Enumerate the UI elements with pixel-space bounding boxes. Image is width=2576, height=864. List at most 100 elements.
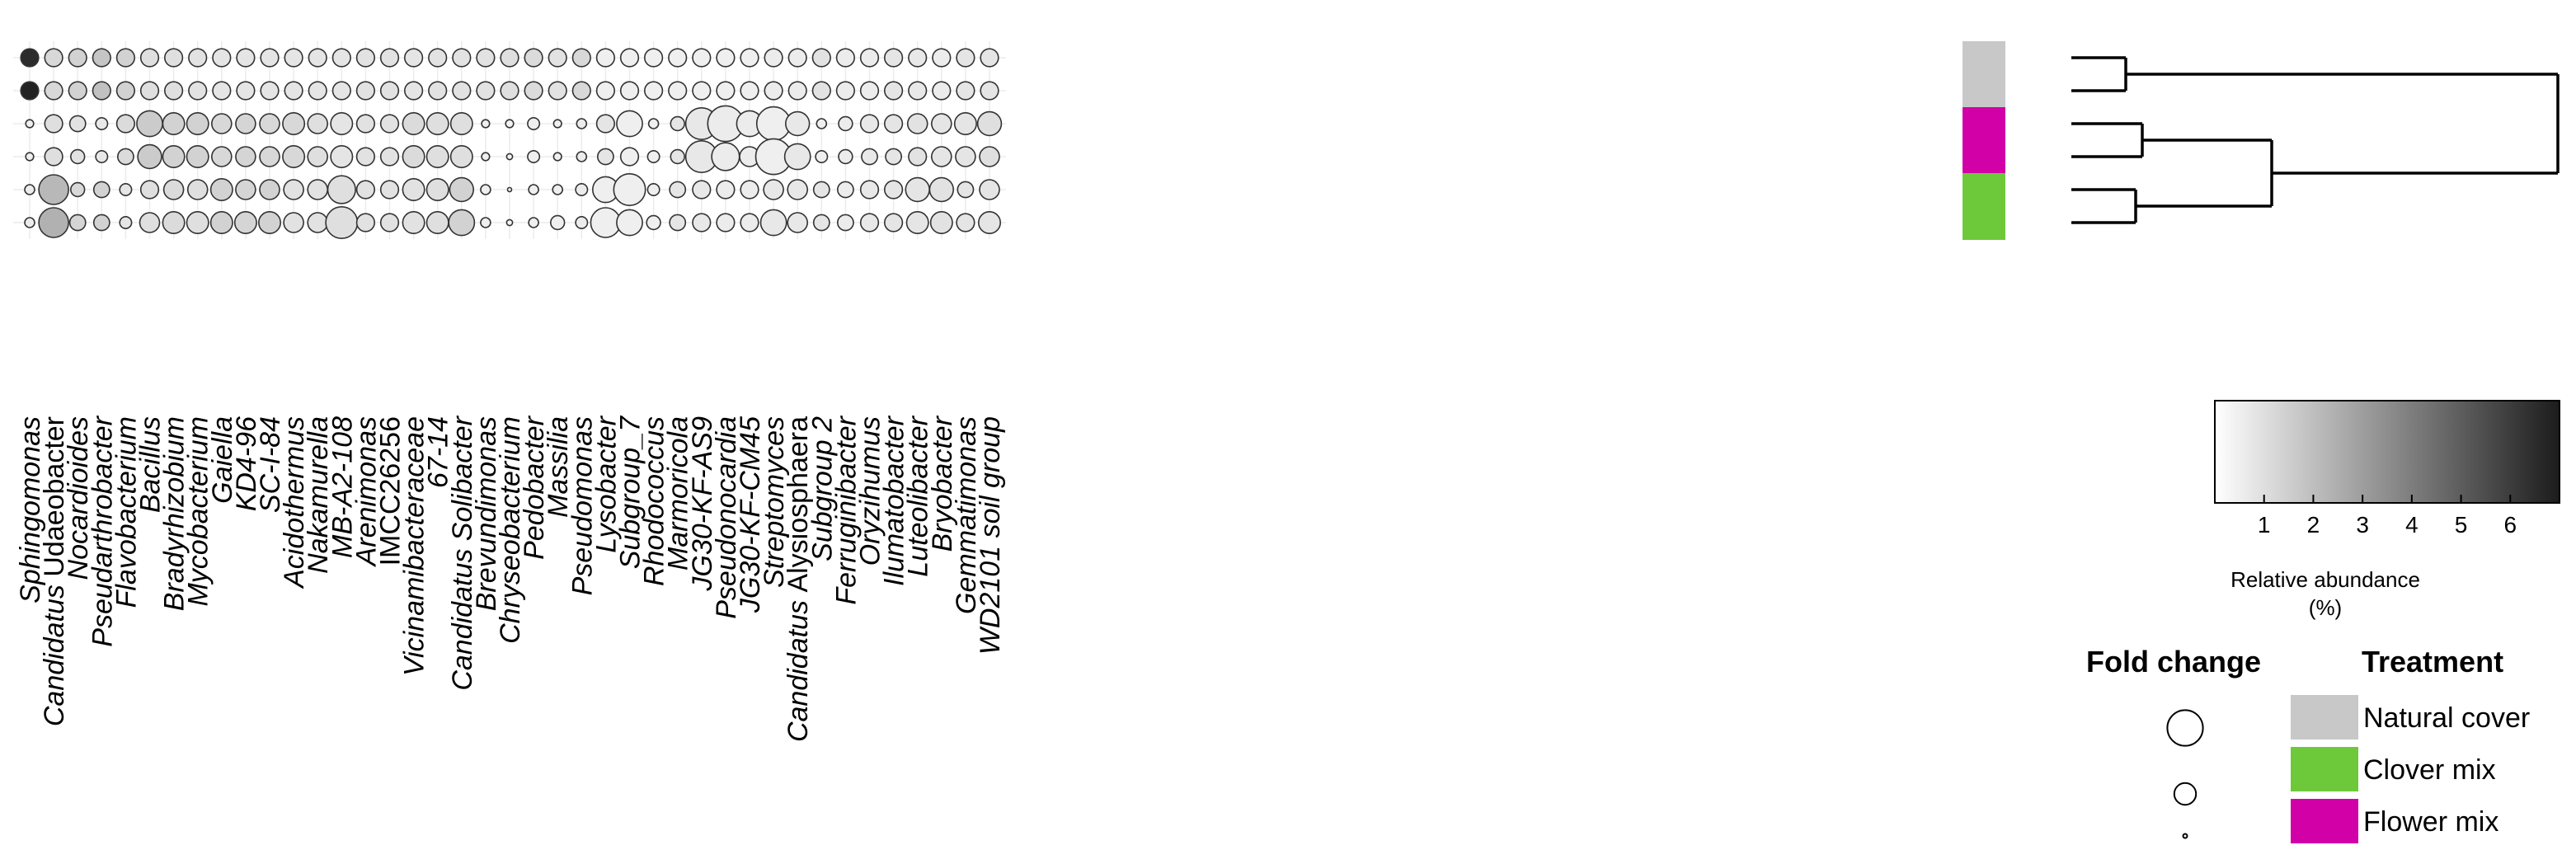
bubble-point [92, 48, 111, 68]
bubble-point [931, 146, 952, 167]
bubble-point [92, 214, 110, 232]
bubble-point [449, 112, 473, 136]
bubble-point [449, 176, 474, 203]
bubble-point [759, 209, 787, 237]
treatment-legend: Treatment Natural cover Clover mix Flower … [2291, 645, 2530, 843]
bubble-matrix [20, 48, 1003, 240]
bubble-point [619, 81, 640, 101]
bubble-point [188, 48, 208, 68]
bubble-point [379, 180, 400, 200]
taxon-label: Acidothermus [279, 416, 310, 589]
colorbar-tick-label: 1 [2258, 512, 2271, 538]
bubble-point [527, 150, 541, 164]
bubble-point [908, 48, 928, 68]
bubble-point [643, 81, 664, 101]
bubble-point [188, 81, 208, 101]
bubble-point [260, 81, 280, 101]
bubble-point [379, 213, 400, 232]
bubble-point [162, 112, 186, 136]
bubble-point [404, 81, 424, 101]
taxon-label: Candidatus Solibacter [447, 415, 478, 690]
bubble-point [235, 179, 256, 200]
bubble-point [646, 150, 660, 164]
bubble-point [448, 209, 476, 237]
bubble-point [837, 181, 854, 199]
bubble-point [905, 210, 929, 234]
bubble-point [212, 81, 232, 101]
fold-change-legend-circle [2182, 833, 2188, 839]
bubble-point [740, 48, 759, 68]
bubble-point [597, 148, 614, 166]
bubble-point [647, 118, 660, 129]
bubble-point [209, 210, 233, 234]
bubble-point [711, 142, 740, 171]
bubble-point [500, 81, 519, 101]
treatment-legend-label: Natural cover [2363, 702, 2530, 734]
bubble-point [449, 145, 473, 169]
taxon-label: Streptomyces [759, 416, 790, 588]
taxon-label: Bryobacter [927, 415, 958, 552]
bubble-point [953, 112, 977, 136]
bubble-point [764, 48, 783, 68]
bubble-point [355, 213, 376, 232]
bubble-point [282, 145, 306, 169]
treatment-strip [1963, 41, 2005, 240]
taxon-label: Lysobacter [590, 415, 622, 552]
bubble-point [812, 214, 830, 232]
bubble-point [668, 48, 688, 68]
bubble-point [571, 48, 591, 68]
bubble-point [44, 81, 63, 101]
bubble-point [859, 48, 880, 68]
bubble-point [115, 48, 135, 68]
bubble-point [932, 81, 952, 101]
bubble-point [235, 146, 256, 167]
bubble-point [95, 150, 109, 164]
taxon-label: Rhodococcus [639, 416, 670, 586]
bubble-point [480, 184, 491, 195]
bubble-point [308, 48, 327, 68]
bubble-point [552, 184, 564, 195]
bubble-point [506, 186, 513, 193]
treatment-legend-label: Flower mix [2363, 806, 2498, 838]
bubble-point [812, 181, 830, 199]
bubble-point [24, 184, 35, 195]
bubble-point [136, 110, 163, 138]
bubble-point [212, 48, 232, 68]
bubble-point [835, 81, 856, 101]
taxon-label: Marmoricola [663, 416, 694, 571]
bubble-point [835, 48, 856, 68]
bubble-point [595, 48, 616, 68]
bubble-point [885, 148, 903, 166]
taxon-label: JG30-KF-AS9 [687, 416, 718, 592]
bubble-point [838, 115, 853, 132]
fold-change-legend-circles [2166, 709, 2204, 839]
bubble-point [69, 181, 86, 198]
bubble-point [284, 81, 303, 101]
bubble-point [932, 48, 952, 68]
bubble-point [210, 113, 233, 134]
bubble-point [571, 81, 591, 101]
bubble-point [115, 81, 135, 101]
bubble-point [308, 81, 327, 101]
colorbar-tick-label: 6 [2503, 512, 2517, 538]
bubble-point [355, 180, 376, 200]
bubble-point [164, 81, 184, 101]
bubble-point [692, 81, 712, 101]
taxon-label: JG30-KF-CM45 [735, 416, 766, 613]
taxon-label: Bradyrhizobium [159, 416, 190, 611]
bubble-point [92, 81, 111, 101]
bubble-point [402, 210, 425, 234]
taxon-label: Gemmatimonas [951, 416, 982, 614]
bubble-point [162, 210, 186, 234]
bubble-point [716, 81, 736, 101]
bubble-point [956, 48, 975, 68]
bubble-point [282, 112, 306, 136]
bubble-point [692, 213, 712, 232]
colorbar-tick-label: 5 [2455, 512, 2468, 538]
bubble-point [575, 183, 589, 197]
bubble-point [908, 81, 928, 101]
bubble-point [452, 48, 472, 68]
bubble-point [883, 81, 904, 101]
bubble-point [402, 145, 425, 169]
taxon-label: Chryseobacterium [495, 416, 526, 644]
